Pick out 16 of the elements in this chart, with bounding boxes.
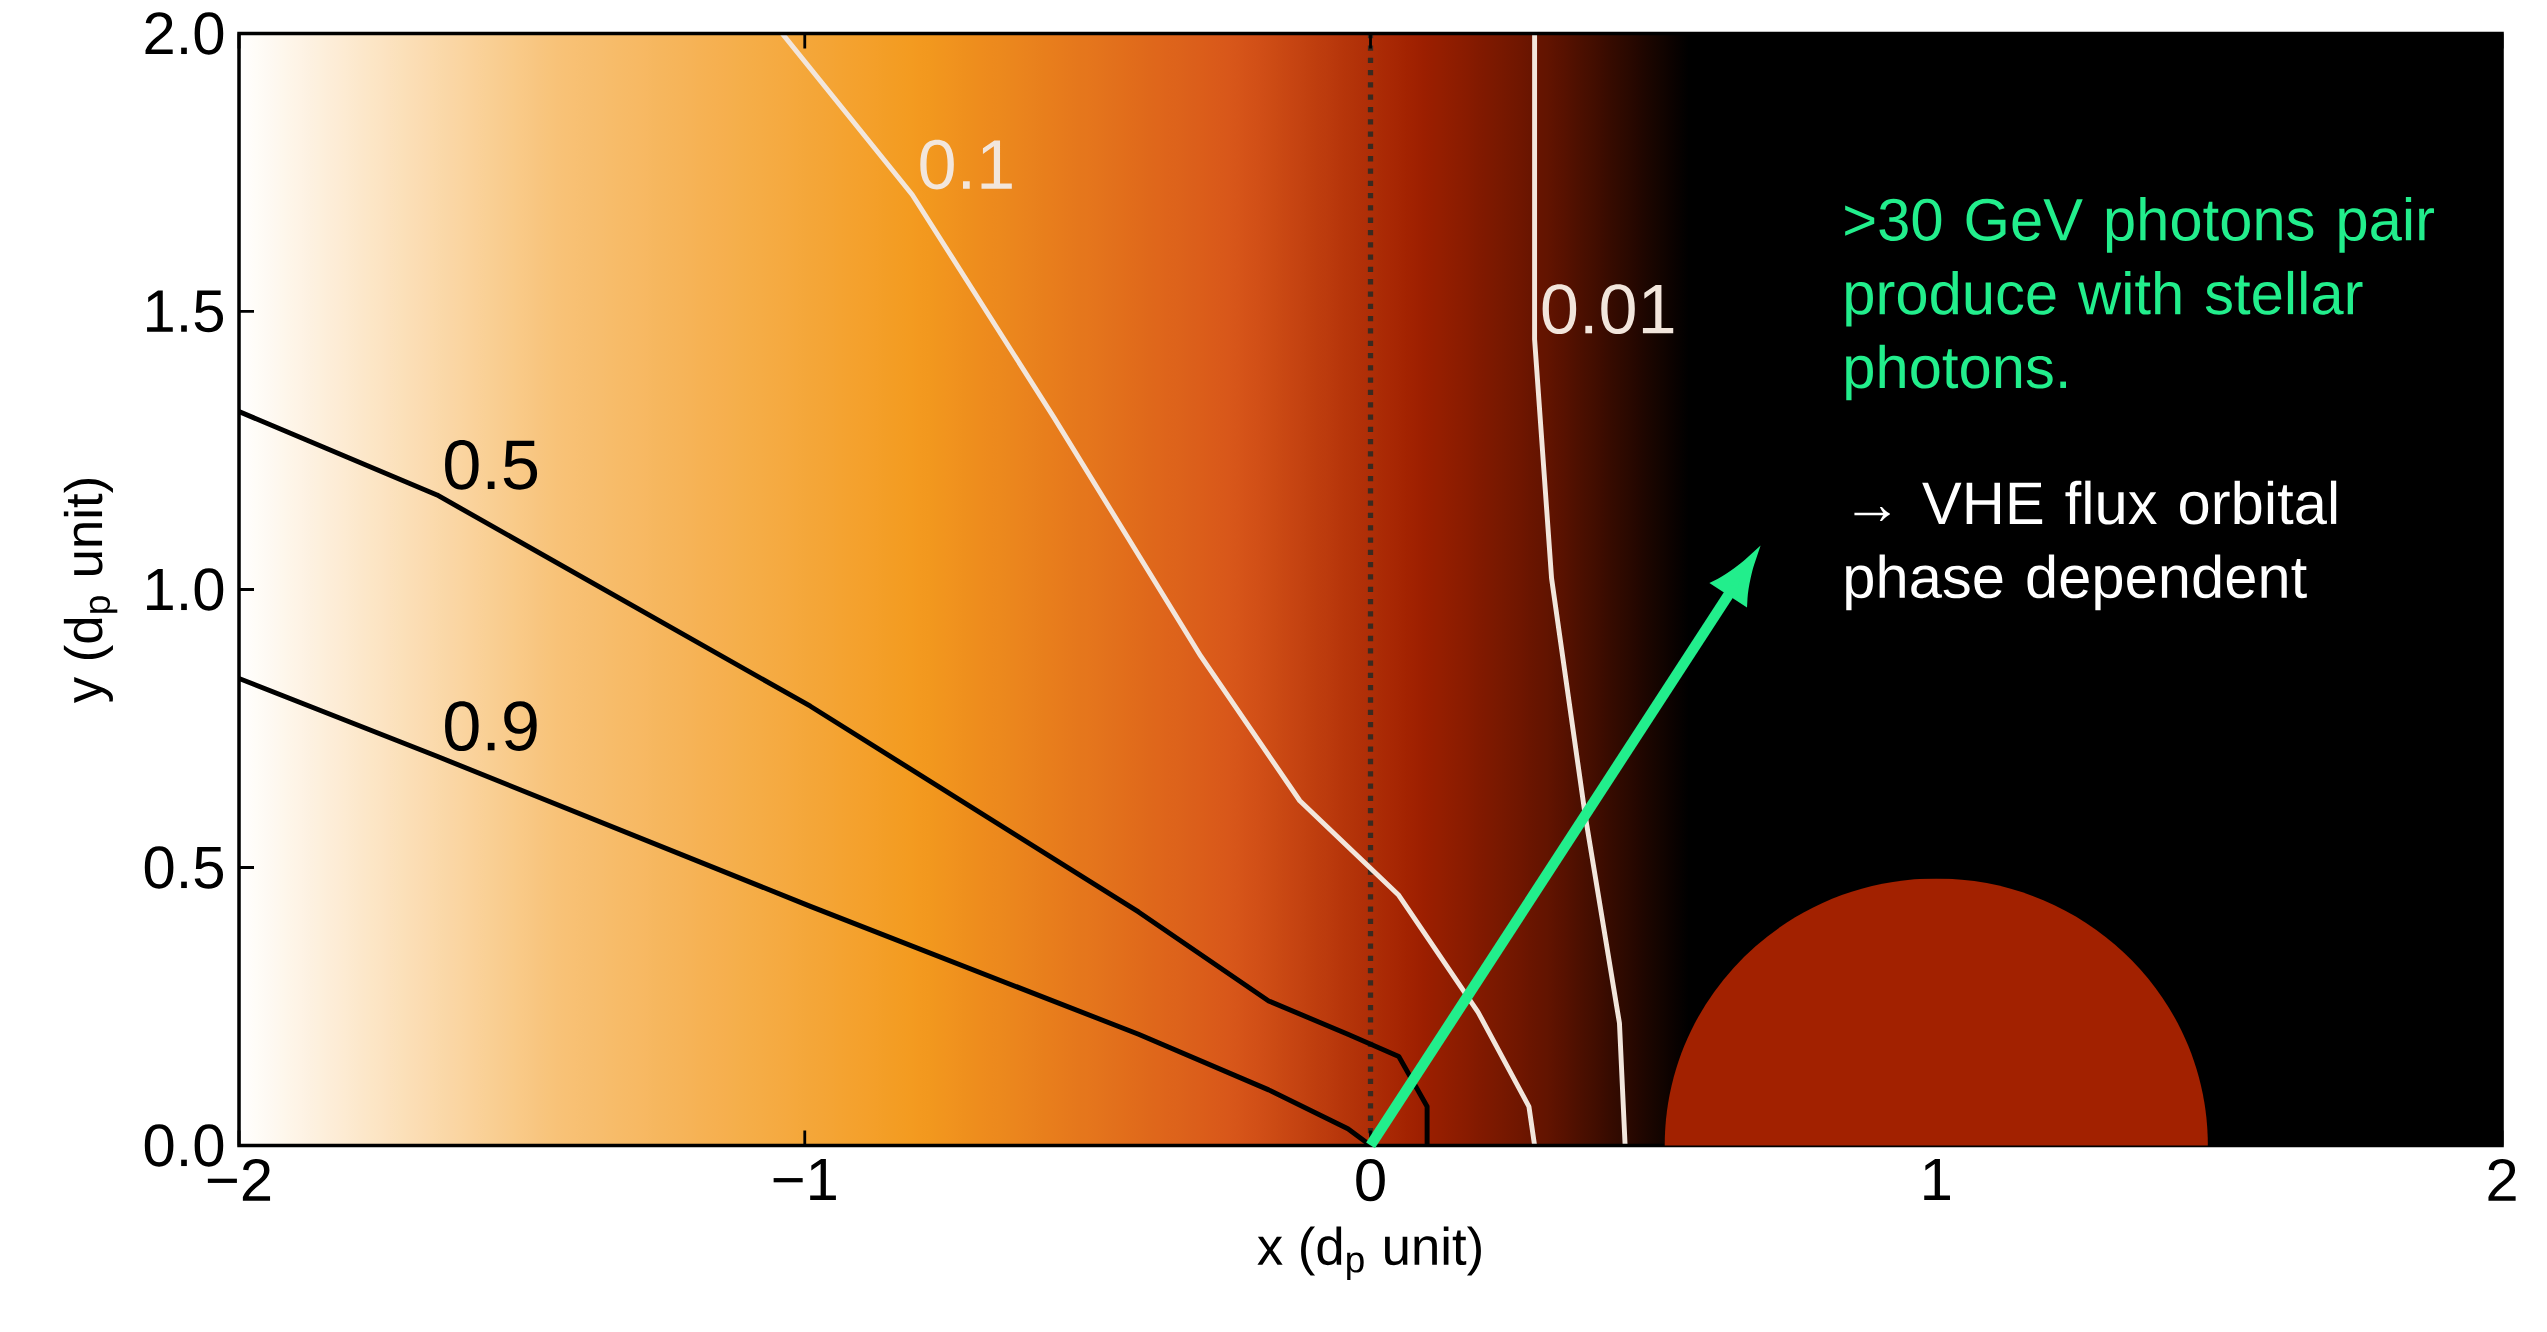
series-label: 0.9 xyxy=(445,701,537,751)
x-tick-label: 2 xyxy=(2488,1158,2516,1201)
x-tick-label: −1 xyxy=(773,1158,836,1201)
series-label: 0.01 xyxy=(1542,284,1674,334)
series-label: 0.1 xyxy=(920,139,1012,190)
y-axis-title: y (d$_{p}$ unit) xyxy=(63,479,118,704)
y-tick-label: 1.0 xyxy=(147,568,224,611)
x-tick-label: 1 xyxy=(1924,1158,1950,1201)
series-label: 0.5 xyxy=(445,439,538,490)
x-axis-title: x (d$_{p}$ unit) xyxy=(1257,1226,1481,1280)
y-tick-label: 0.5 xyxy=(144,846,224,889)
y-tick-label: 1.5 xyxy=(147,290,224,333)
x-tick-label: 0 xyxy=(1356,1158,1385,1202)
annotation: >30 GeV photons pair produce with stellar photons. xyxy=(1845,197,2435,401)
y-tick-label: 2.0 xyxy=(145,12,224,55)
annotation: → VHE flux orbital phase dependent xyxy=(1846,480,2337,611)
